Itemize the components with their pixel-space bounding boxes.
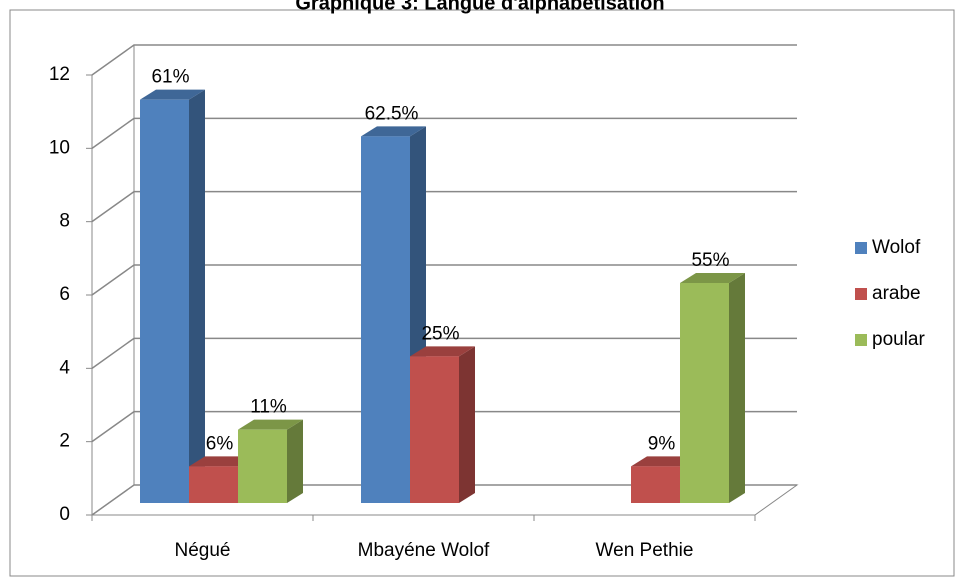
bar-side [189, 89, 205, 504]
grid-line [91, 484, 797, 516]
legend-swatch [855, 334, 867, 346]
bar-top [680, 273, 745, 283]
y-tick-label: 8 [59, 211, 70, 232]
bar-top [631, 456, 696, 467]
grid-line [91, 190, 797, 223]
bar-top [361, 126, 426, 137]
bar [680, 283, 729, 503]
grid-line [91, 264, 797, 296]
y-tick-label: 12 [49, 64, 70, 85]
legend-label: Wolof [872, 237, 921, 258]
data-label: 62.5% [365, 103, 419, 124]
bar-top [189, 456, 254, 467]
x-tick-label: Négué [175, 540, 231, 561]
bar [140, 99, 189, 504]
y-tick-label: 10 [49, 137, 70, 158]
bar-side [287, 419, 303, 503]
y-tick-label: 0 [59, 504, 70, 525]
bar-top [238, 419, 303, 430]
y-tick-label: 4 [59, 357, 70, 378]
bar-side [459, 346, 475, 503]
bar-top [140, 89, 205, 100]
grid-line [91, 410, 797, 443]
data-label: 6% [206, 433, 234, 454]
data-label: 11% [250, 397, 287, 418]
bar [238, 429, 287, 503]
data-label: 9% [648, 433, 676, 454]
legend-swatch [855, 242, 867, 254]
y-tick-label: 2 [59, 431, 70, 452]
chart-title: Graphique 3: Langue d'alphabétisation [295, 0, 664, 14]
legend-label: arabe [872, 283, 921, 304]
data-label: 55% [691, 250, 729, 271]
grid-line [91, 117, 797, 149]
bar [361, 136, 410, 504]
x-tick-label: Wen Pethie [596, 540, 694, 561]
data-label: 61% [151, 67, 189, 88]
y-tick-label: 6 [59, 284, 70, 305]
grid-line [91, 44, 797, 76]
bar [410, 356, 459, 503]
bar-top [410, 346, 475, 357]
data-label: 25% [421, 323, 459, 344]
bar [631, 466, 680, 503]
bar-side [729, 273, 745, 503]
grid-line [91, 337, 797, 369]
x-tick-label: Mbayéne Wolof [358, 540, 490, 561]
legend-swatch [855, 288, 867, 300]
legend-label: poular [872, 329, 925, 350]
bar [189, 466, 238, 503]
